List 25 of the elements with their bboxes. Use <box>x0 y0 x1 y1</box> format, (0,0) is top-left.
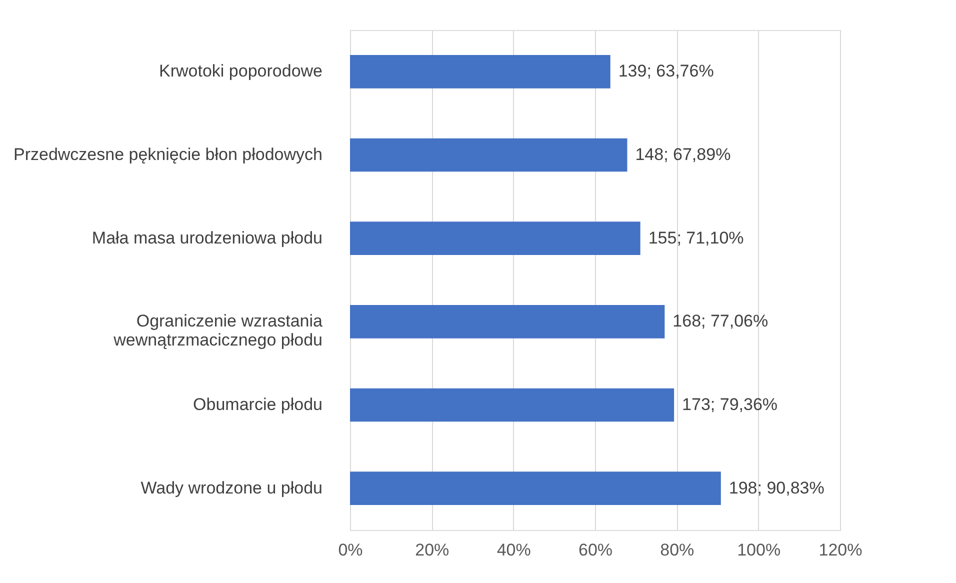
x-tick-label: 0% <box>338 540 363 560</box>
x-tick-label: 120% <box>818 540 862 560</box>
data-label: 148; 67,89% <box>635 145 731 164</box>
data-label: 173; 79,36% <box>682 395 778 414</box>
data-label: 198; 90,83% <box>728 478 824 498</box>
data-label: 139; 63,76% <box>618 62 714 81</box>
x-tick-label: 60% <box>578 540 613 560</box>
y-tick-label: Mała masa urodzeniowa płodu <box>92 228 322 248</box>
x-tick-label: 20% <box>415 540 450 560</box>
bar <box>350 138 628 172</box>
y-tick-label: Przedwczesne pęknięcie błon płodowych <box>13 145 322 164</box>
y-tick-label: Obumarcie płodu <box>193 395 322 414</box>
x-tick-label: 100% <box>737 540 781 560</box>
data-label: 168; 77,06% <box>672 312 768 331</box>
y-tick-label: Ograniczenie wzrastania wewnątrzmacicznego płodu <box>112 312 324 350</box>
bar <box>350 472 721 505</box>
bar <box>350 55 610 88</box>
x-tick-label: 40% <box>496 540 531 560</box>
bar <box>350 222 640 255</box>
y-tick-label: Wady wrodzone u płodu <box>140 478 322 498</box>
bar <box>350 388 674 422</box>
bar <box>350 305 665 338</box>
data-label: 155; 71,10% <box>648 228 744 248</box>
x-tick-label: 80% <box>660 540 694 560</box>
y-tick-label: Krwotoki poporodowe <box>159 62 322 81</box>
